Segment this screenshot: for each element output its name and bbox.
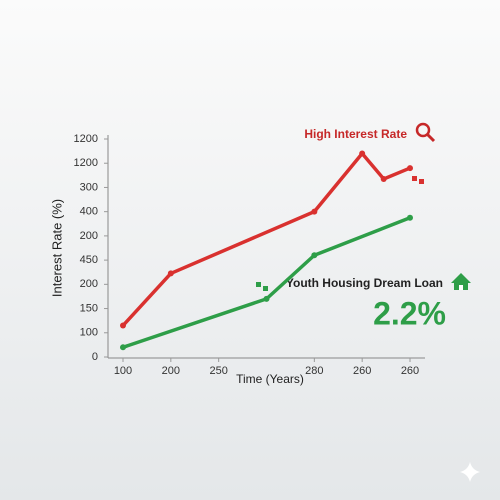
x-tick-label: 100 [114,365,132,377]
point [311,252,318,259]
y-tick-label: 450 [80,254,98,266]
y-tick-label: 100 [80,327,98,339]
line [121,151,411,327]
line [122,216,411,349]
y-axis-title: Interest Rate (%) [49,199,64,297]
search-icon [415,122,436,143]
point [407,214,413,221]
x-tick-label: 260 [353,365,371,377]
y-tick-label: 300 [80,181,98,193]
x-tick-label: 200 [162,365,180,377]
point [263,295,270,302]
x-tick-label: 260 [401,365,419,377]
x-tick-label: 280 [305,365,323,377]
decoration [412,176,417,181]
annotation: 2.2% [373,295,446,331]
decoration [419,179,424,184]
y-tick-label: 0 [92,351,98,363]
point [407,165,413,172]
x-axis-title: Time (Years) [236,372,304,386]
y-tick-label: 150 [80,302,98,314]
y-tick-label: 400 [80,206,98,218]
home-icon [451,273,471,290]
y-tick-label: 200 [80,230,98,242]
point [120,322,126,329]
x-tick-label: 250 [209,365,227,377]
point [120,344,126,351]
decoration [263,286,268,291]
point [167,270,174,277]
y-tick-label: 1200 [74,157,98,169]
sparkle-icon [460,462,480,482]
point [380,175,387,182]
annotation: Youth Housing Dream Loan [286,276,443,290]
y-tick-label: 1200 [74,133,98,145]
y-tick-label: 200 [80,278,98,290]
decoration [256,282,261,287]
point [311,208,318,215]
point [359,150,366,157]
annotation: High Interest Rate [304,127,407,141]
